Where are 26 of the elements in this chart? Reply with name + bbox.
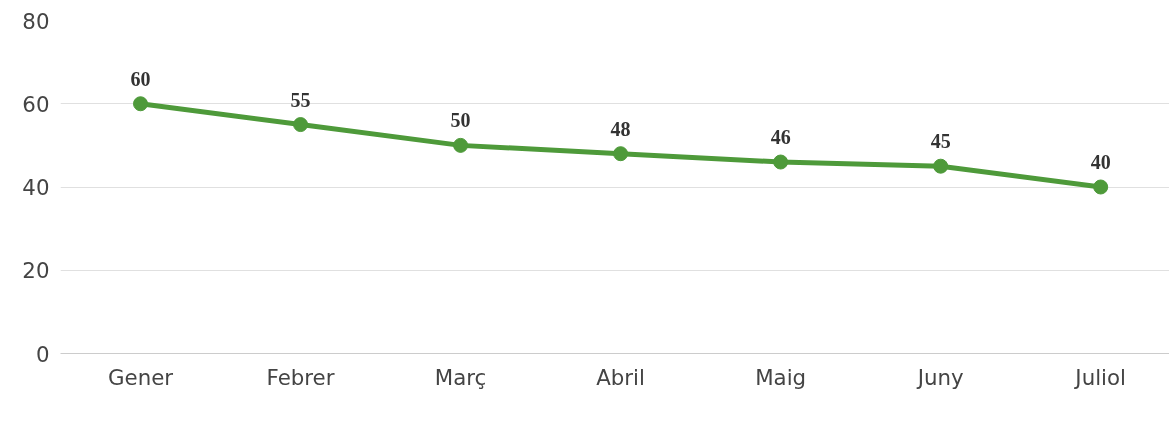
data-label: 60 bbox=[130, 67, 151, 90]
x-tick-label: Juny bbox=[915, 364, 964, 390]
data-label: 50 bbox=[450, 109, 471, 132]
point bbox=[933, 158, 949, 174]
data-label: 45 bbox=[930, 130, 951, 153]
point bbox=[773, 154, 789, 170]
data-label: 48 bbox=[610, 117, 631, 140]
x-tick-label: Juliol bbox=[1073, 364, 1127, 390]
data-label: 46 bbox=[770, 126, 791, 149]
y-tick-label: 40 bbox=[22, 175, 50, 200]
y-tick-label: 0 bbox=[35, 341, 50, 367]
data-label: 55 bbox=[290, 88, 311, 111]
y-tick-label: 60 bbox=[22, 91, 50, 117]
point bbox=[1093, 179, 1109, 195]
point bbox=[293, 117, 309, 133]
point bbox=[613, 146, 629, 162]
y-tick-label: 80 bbox=[22, 8, 50, 34]
point bbox=[453, 137, 469, 153]
x-tick-label: Gener bbox=[107, 364, 174, 390]
x-tick-label: Febrer bbox=[266, 364, 335, 390]
x-tick-label: Abril bbox=[596, 364, 645, 390]
x-tick-label: Maig bbox=[755, 364, 807, 390]
data-label: 40 bbox=[1090, 151, 1111, 173]
y-tick-label: 20 bbox=[22, 258, 50, 284]
point bbox=[133, 96, 149, 112]
x-tick-label: Març bbox=[434, 364, 487, 390]
